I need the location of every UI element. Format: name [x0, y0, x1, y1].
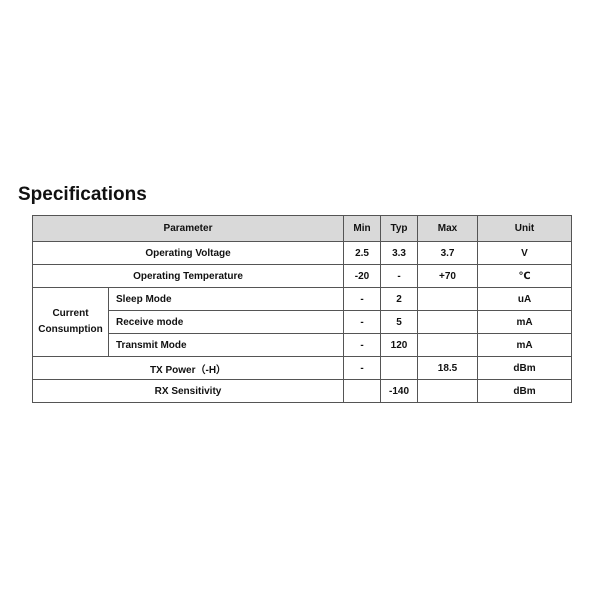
header-min: Min — [343, 215, 382, 242]
cell-unit: dBm — [477, 379, 573, 403]
cell-parameter: TX Power（-H） — [31, 356, 345, 380]
cell-max — [417, 379, 479, 403]
cell-unit: dBm — [477, 356, 573, 380]
table-row: Receive mode - 5 mA — [33, 310, 573, 334]
cell-parameter: RX Sensitivity — [31, 379, 345, 403]
cell-parameter: Transmit Mode — [107, 333, 345, 357]
cell-unit: ℃ — [477, 264, 573, 288]
table-row: Transmit Mode - 120 mA — [33, 333, 573, 357]
cell-max: +70 — [417, 264, 479, 288]
cell-max: 3.7 — [417, 241, 479, 265]
cell-parameter: Sleep Mode — [107, 287, 345, 311]
cell-unit: uA — [477, 287, 573, 311]
cell-typ: - — [380, 264, 419, 288]
header-unit: Unit — [477, 215, 573, 242]
cell-typ: -140 — [380, 379, 419, 403]
header-parameter: Parameter — [31, 215, 345, 242]
cell-parameter: Receive mode — [107, 310, 345, 334]
header-typ: Typ — [380, 215, 419, 242]
cell-min: 2.5 — [343, 241, 382, 265]
cell-min: - — [343, 356, 382, 380]
cell-group: Current Consumption — [32, 287, 109, 357]
table-row: Operating Temperature -20 - +70 ℃ — [31, 264, 573, 288]
cell-min: - — [343, 310, 382, 334]
section-title: Specifications — [18, 184, 147, 205]
cell-typ: 5 — [380, 310, 419, 334]
cell-typ: 120 — [380, 333, 419, 357]
cell-max — [417, 287, 479, 311]
cell-typ: 2 — [380, 287, 419, 311]
cell-min: - — [343, 287, 382, 311]
cell-unit: mA — [477, 333, 573, 357]
cell-max — [417, 333, 479, 357]
header-max: Max — [417, 215, 479, 242]
cell-min: -20 — [343, 264, 382, 288]
cell-parameter: Operating Voltage — [31, 241, 345, 265]
table-row: Operating Voltage 2.5 3.3 3.7 V — [31, 241, 573, 265]
cell-unit: V — [477, 241, 573, 265]
table-row: Current Consumption Sleep Mode - 2 uA — [32, 287, 573, 357]
header-row: Parameter Min Typ Max Unit — [31, 215, 573, 242]
table-row: RX Sensitivity -140 dBm — [31, 379, 573, 403]
specifications-table: Parameter Min Typ Max Unit Operating Vol… — [31, 215, 573, 403]
cell-min: - — [343, 333, 382, 357]
cell-typ: 3.3 — [380, 241, 419, 265]
cell-unit: mA — [477, 310, 573, 334]
cell-max — [417, 310, 479, 334]
cell-max: 18.5 — [417, 356, 479, 380]
cell-min — [343, 379, 382, 403]
cell-parameter: Operating Temperature — [31, 264, 345, 288]
cell-typ — [380, 356, 419, 380]
table-row: TX Power（-H） - 18.5 dBm — [31, 356, 573, 380]
